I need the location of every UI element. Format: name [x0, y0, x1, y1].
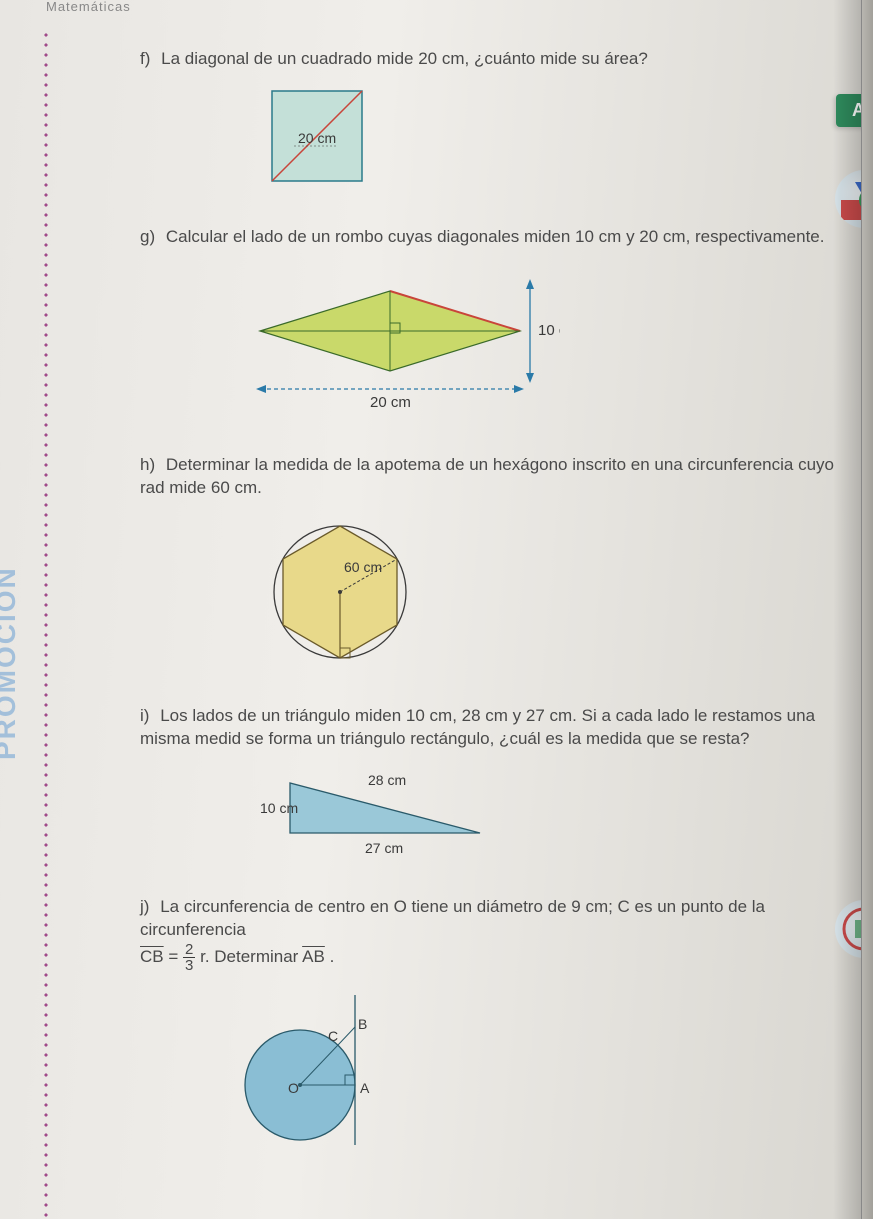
i-a-label: 10 cm [260, 800, 298, 816]
g-v-label: 10 cm [538, 322, 560, 339]
problem-j-period: . [330, 946, 335, 965]
problem-f-text: f) La diagonal de un cuadrado mide 20 cm… [140, 48, 843, 71]
f-diag-label: 20 cm [298, 130, 336, 146]
problem-j-eq: = [168, 946, 183, 965]
problem-g: g) Calcular el lado de un rombo cuyas di… [140, 226, 843, 426]
problem-g-label: g) [140, 227, 155, 246]
problem-f-body: La diagonal de un cuadrado mide 20 cm, ¿… [161, 49, 648, 68]
problem-h-text: h) Determinar la medida de la apotema de… [140, 454, 843, 500]
j-C-label: C [328, 1028, 338, 1044]
figure-f: 20 cm [260, 83, 843, 198]
problem-j-ab: AB [302, 946, 325, 965]
problem-j-frac: 2 3 [183, 942, 195, 973]
problem-f: f) La diagonal de un cuadrado mide 20 cm… [140, 48, 843, 198]
problem-i: i) Los lados de un triángulo miden 10 cm… [140, 705, 843, 868]
problem-i-body: Los lados de un triángulo miden 10 cm, 2… [140, 706, 815, 748]
problem-h-label: h) [140, 455, 155, 474]
page-edge [861, 0, 873, 1219]
problem-i-text: i) Los lados de un triángulo miden 10 cm… [140, 705, 843, 751]
problem-f-label: f) [140, 49, 150, 68]
page-content: Matemáticas Act f) La diagonal de un cua… [40, 0, 873, 1219]
problem-h: h) Determinar la medida de la apotema de… [140, 454, 843, 677]
problem-j: j) La circunferencia de centro en O tien… [140, 896, 843, 1160]
problem-i-label: i) [140, 706, 149, 725]
figure-h: 60 cm [260, 512, 843, 677]
h-radius-label: 60 cm [344, 559, 382, 575]
header: Matemáticas [40, 0, 873, 14]
problem-j-text: j) La circunferencia de centro en O tien… [140, 896, 843, 973]
figure-j: O A B C [230, 985, 843, 1160]
problem-h-body: Determinar la medida de la apotema de un… [140, 455, 834, 497]
subject-label: Matemáticas [40, 0, 131, 14]
g-h-label: 20 cm [370, 394, 411, 411]
problem-g-body: Calcular el lado de un rombo cuyas diago… [166, 227, 825, 246]
j-O-label: O [288, 1080, 299, 1096]
figure-g: 10 cm 20 cm [220, 261, 843, 426]
problem-j-cb: CB [140, 946, 164, 965]
problem-g-text: g) Calcular el lado de un rombo cuyas di… [140, 226, 843, 249]
j-A-label: A [360, 1080, 370, 1096]
i-b-label: 27 cm [365, 840, 403, 856]
problem-j-label: j) [140, 897, 149, 916]
j-B-label: B [358, 1016, 367, 1032]
figure-i: 10 cm 28 cm 27 cm [260, 763, 843, 868]
problem-j-r: r. Determinar [200, 946, 302, 965]
problem-j-pre: La circunferencia de centro en O tiene u… [140, 897, 765, 939]
i-c-label: 28 cm [368, 772, 406, 788]
